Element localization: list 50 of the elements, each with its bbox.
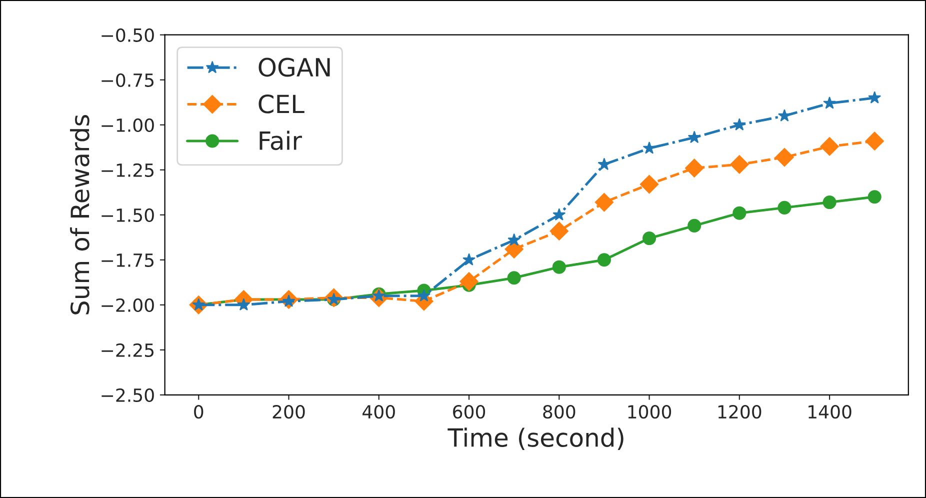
point — [507, 271, 521, 285]
x-tick-label: 600 — [453, 404, 486, 419]
point — [640, 174, 659, 194]
point — [552, 260, 566, 274]
x-tick-label: 1000 — [628, 404, 672, 419]
point — [508, 233, 521, 246]
x-tick-label: 800 — [543, 404, 576, 419]
y-tick-label: −2.00 — [102, 298, 154, 312]
x-tick-label: 1200 — [718, 404, 762, 419]
y-tick-label: −0.50 — [102, 28, 154, 42]
point — [688, 218, 702, 232]
point — [778, 200, 792, 214]
y-tick-label: −1.50 — [102, 208, 154, 222]
point — [460, 272, 478, 291]
point — [594, 192, 614, 212]
point — [732, 118, 746, 130]
point — [868, 190, 882, 204]
legend-label: Fair — [260, 130, 302, 150]
point — [462, 253, 476, 266]
point — [730, 155, 749, 174]
point — [732, 206, 746, 220]
x-tick-label: 1400 — [808, 404, 852, 419]
point — [642, 142, 656, 154]
y-axis-title: Sum of Rewards — [70, 115, 90, 314]
y-tick-label: −0.75 — [102, 73, 154, 87]
x-tick-label: 200 — [272, 404, 305, 419]
point — [868, 91, 882, 104]
point — [550, 222, 569, 240]
point — [642, 232, 656, 246]
point — [688, 130, 701, 144]
y-tick-label: −2.25 — [102, 343, 154, 358]
point — [598, 158, 611, 170]
point — [778, 109, 791, 122]
x-axis-title: Time (second) — [448, 428, 624, 450]
point — [775, 148, 794, 167]
point — [597, 253, 611, 267]
y-tick-label: −1.25 — [102, 163, 154, 177]
point — [684, 158, 704, 178]
x-tick-label: 400 — [362, 404, 395, 419]
point — [552, 208, 566, 220]
legend-label: OGAN — [258, 58, 330, 77]
point — [820, 137, 839, 156]
y-tick-label: −1.00 — [102, 118, 154, 132]
x-tick-label: 0 — [194, 404, 204, 419]
y-tick-label: −1.75 — [102, 254, 154, 268]
point — [823, 96, 836, 109]
y-tick-label: −2.50 — [102, 388, 154, 402]
legend-label: CEL — [258, 94, 304, 114]
point — [865, 132, 884, 150]
point — [822, 196, 836, 210]
